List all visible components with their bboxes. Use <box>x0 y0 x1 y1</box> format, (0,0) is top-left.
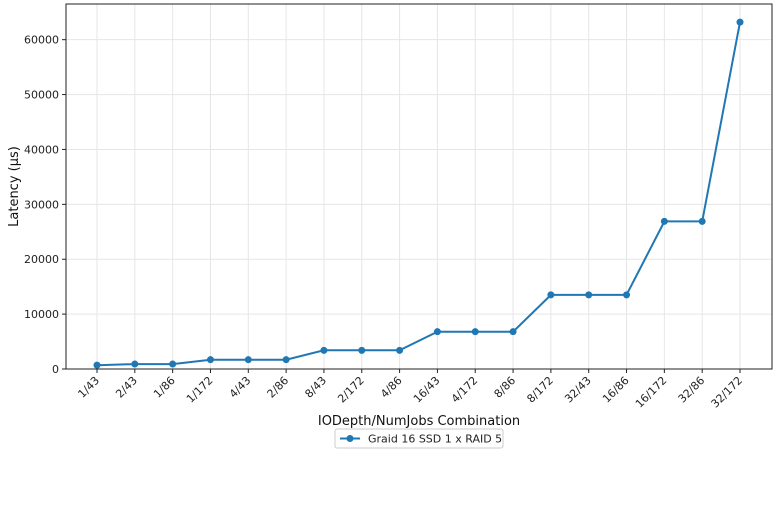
y-tick-label: 30000 <box>24 198 59 211</box>
x-tick-label: 2/86 <box>265 374 292 401</box>
series-layer <box>93 18 744 369</box>
data-point <box>93 361 101 369</box>
data-point <box>433 328 441 336</box>
x-tick-label: 16/86 <box>600 374 632 406</box>
x-tick-label: 1/172 <box>184 374 216 406</box>
x-tick-label: 1/86 <box>151 374 178 401</box>
y-tick-label: 40000 <box>24 143 59 156</box>
data-point <box>509 328 517 336</box>
data-point <box>396 346 404 354</box>
data-point <box>471 328 479 336</box>
grid-lines <box>66 4 772 370</box>
y-axis: 0 10000 20000 30000 40000 50000 60000 <box>24 34 66 376</box>
x-axis: 1/43 2/43 1/86 1/172 4/43 2/86 8/43 2/172 4/86 16… <box>75 369 745 410</box>
y-tick-label: 50000 <box>24 89 59 102</box>
data-point <box>244 356 252 364</box>
data-point <box>623 291 631 299</box>
x-axis-label: IODepth/NumJobs Combination <box>318 414 520 429</box>
x-tick-label: 32/43 <box>562 374 594 406</box>
x-tick-label: 2/172 <box>335 374 367 406</box>
y-tick-label: 0 <box>52 363 59 376</box>
data-point <box>282 356 290 364</box>
data-point <box>585 291 593 299</box>
data-point <box>358 346 366 354</box>
data-point <box>206 356 214 364</box>
y-tick-label: 20000 <box>24 253 59 266</box>
data-point <box>320 346 328 354</box>
data-point <box>131 360 139 368</box>
x-tick-label: 8/172 <box>524 374 556 406</box>
x-tick-label: 8/86 <box>492 374 519 401</box>
x-tick-label: 16/172 <box>633 374 670 411</box>
series-line <box>96 21 741 367</box>
y-axis-label: Latency (µs) <box>7 146 22 227</box>
legend-box <box>334 428 504 449</box>
y-tick-label: 10000 <box>24 308 59 321</box>
data-point <box>660 217 668 225</box>
legend-label: Graid 16 SSD 1 x RAID 5 <box>368 433 502 446</box>
x-tick-label: 8/43 <box>302 374 329 401</box>
x-tick-label: 2/43 <box>113 374 140 401</box>
data-point <box>169 360 177 368</box>
data-point <box>698 217 706 225</box>
x-tick-label: 4/172 <box>449 374 481 406</box>
x-tick-label: 32/86 <box>676 374 708 406</box>
x-tick-label: 32/172 <box>709 374 746 411</box>
y-tick-label: 60000 <box>24 34 59 47</box>
x-tick-label: 4/43 <box>227 374 254 401</box>
plot-frame <box>65 3 773 370</box>
x-tick-label: 1/43 <box>75 374 102 401</box>
data-point <box>547 291 555 299</box>
legend: Graid 16 SSD 1 x RAID 5 <box>334 428 504 449</box>
x-tick-label: 16/43 <box>411 374 443 406</box>
x-tick-label: 4/86 <box>378 374 405 401</box>
data-point <box>736 18 744 26</box>
legend-marker <box>346 435 354 442</box>
